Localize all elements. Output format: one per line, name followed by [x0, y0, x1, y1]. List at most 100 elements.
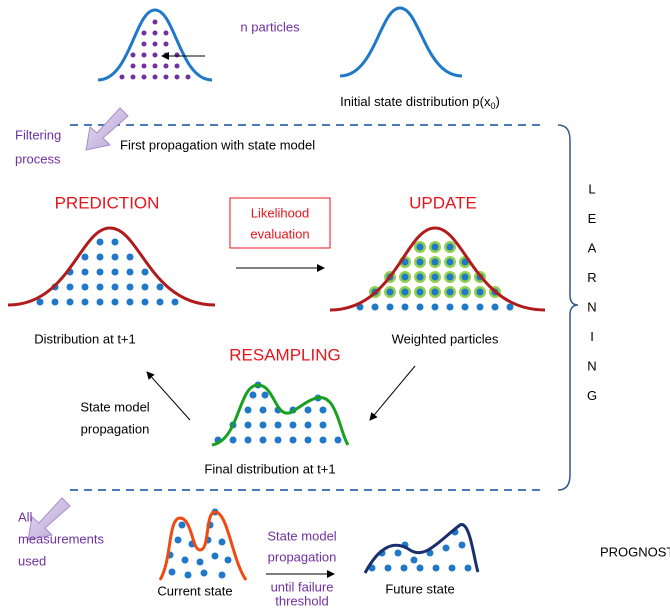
particle: [174, 63, 180, 69]
particle: [96, 238, 104, 246]
particle: [141, 74, 147, 80]
learning-letter: R: [587, 270, 596, 285]
learning-letter: N: [587, 358, 596, 373]
resampling-title: RESAMPLING: [229, 345, 340, 364]
particle: [66, 283, 74, 291]
measurements-line: measurements: [18, 531, 104, 546]
particle: [141, 268, 149, 276]
until-line: threshold: [275, 593, 328, 608]
particle: [461, 303, 469, 311]
particle: [446, 258, 454, 266]
particle: [400, 564, 408, 572]
particle: [174, 52, 180, 58]
particle: [261, 391, 269, 399]
particle: [81, 283, 89, 291]
particle: [81, 268, 89, 276]
particle: [319, 436, 327, 444]
particle: [163, 74, 169, 80]
particle: [111, 283, 119, 291]
prediction-curve: [7, 226, 216, 307]
particle: [185, 74, 191, 80]
particle: [156, 298, 164, 306]
particle: [130, 63, 136, 69]
particle: [174, 74, 180, 80]
particle: [152, 30, 158, 36]
particle: [476, 288, 484, 296]
future-caption: Future state: [385, 581, 454, 596]
learning-letter: E: [588, 211, 597, 226]
block-arrow: [27, 497, 71, 541]
particle: [431, 288, 439, 296]
arrow: [146, 371, 191, 421]
particle: [178, 521, 186, 529]
particle: [196, 558, 204, 566]
particle: [476, 303, 484, 311]
particle: [334, 436, 342, 444]
particle: [304, 436, 312, 444]
particle: [96, 283, 104, 291]
particles-label: n particles: [240, 19, 300, 34]
update-curve: [329, 226, 546, 312]
particle: [431, 303, 439, 311]
particle: [304, 406, 312, 414]
particle: [174, 536, 182, 544]
particle: [141, 41, 147, 47]
particle: [289, 421, 297, 429]
particle: [66, 298, 74, 306]
particle: [218, 571, 226, 579]
initial-particles-curve: [97, 8, 213, 82]
particle: [218, 538, 226, 546]
particle: [111, 268, 119, 276]
particle: [111, 298, 119, 306]
particle: [319, 406, 327, 414]
particle: [181, 556, 189, 564]
particle: [152, 52, 158, 58]
particle: [416, 564, 424, 572]
learning-letter: I: [590, 329, 594, 344]
particle: [386, 303, 394, 311]
bracket: [557, 124, 579, 491]
prog-propagation-line: propagation: [268, 549, 337, 564]
current-curve: [158, 510, 248, 581]
measurements-line: All: [18, 509, 33, 524]
resampling-caption: Final distribution at t+1: [204, 461, 335, 476]
learning-letter: L: [588, 181, 595, 196]
particle: [431, 243, 439, 251]
particle: [461, 258, 469, 266]
likelihood-line: Likelihood: [251, 205, 310, 220]
particle: [141, 298, 149, 306]
particle: [394, 549, 402, 557]
particle: [259, 406, 267, 414]
particle: [431, 258, 439, 266]
particle: [274, 436, 282, 444]
learning-letter: A: [588, 240, 597, 255]
particle: [432, 564, 440, 572]
prognostics-label: PROGNOSTICS: [600, 544, 670, 559]
particle: [259, 421, 267, 429]
particle: [152, 74, 158, 80]
particle: [96, 298, 104, 306]
particle: [51, 298, 59, 306]
particle: [229, 436, 237, 444]
particle: [152, 41, 158, 47]
particle: [416, 258, 424, 266]
arrow: [369, 365, 416, 421]
particle: [319, 421, 327, 429]
propagation-line: State model: [80, 399, 149, 414]
prediction-caption: Distribution at t+1: [34, 331, 136, 346]
particle: [111, 253, 119, 261]
particle: [152, 19, 158, 25]
particle: [249, 391, 257, 399]
particle: [126, 298, 134, 306]
block-arrow: [85, 107, 129, 151]
particle: [126, 253, 134, 261]
particle: [491, 303, 499, 311]
particle: [126, 283, 134, 291]
particle: [416, 273, 424, 281]
particle: [141, 30, 147, 36]
particle: [96, 253, 104, 261]
measurements-line: used: [18, 553, 46, 568]
particle: [371, 303, 379, 311]
